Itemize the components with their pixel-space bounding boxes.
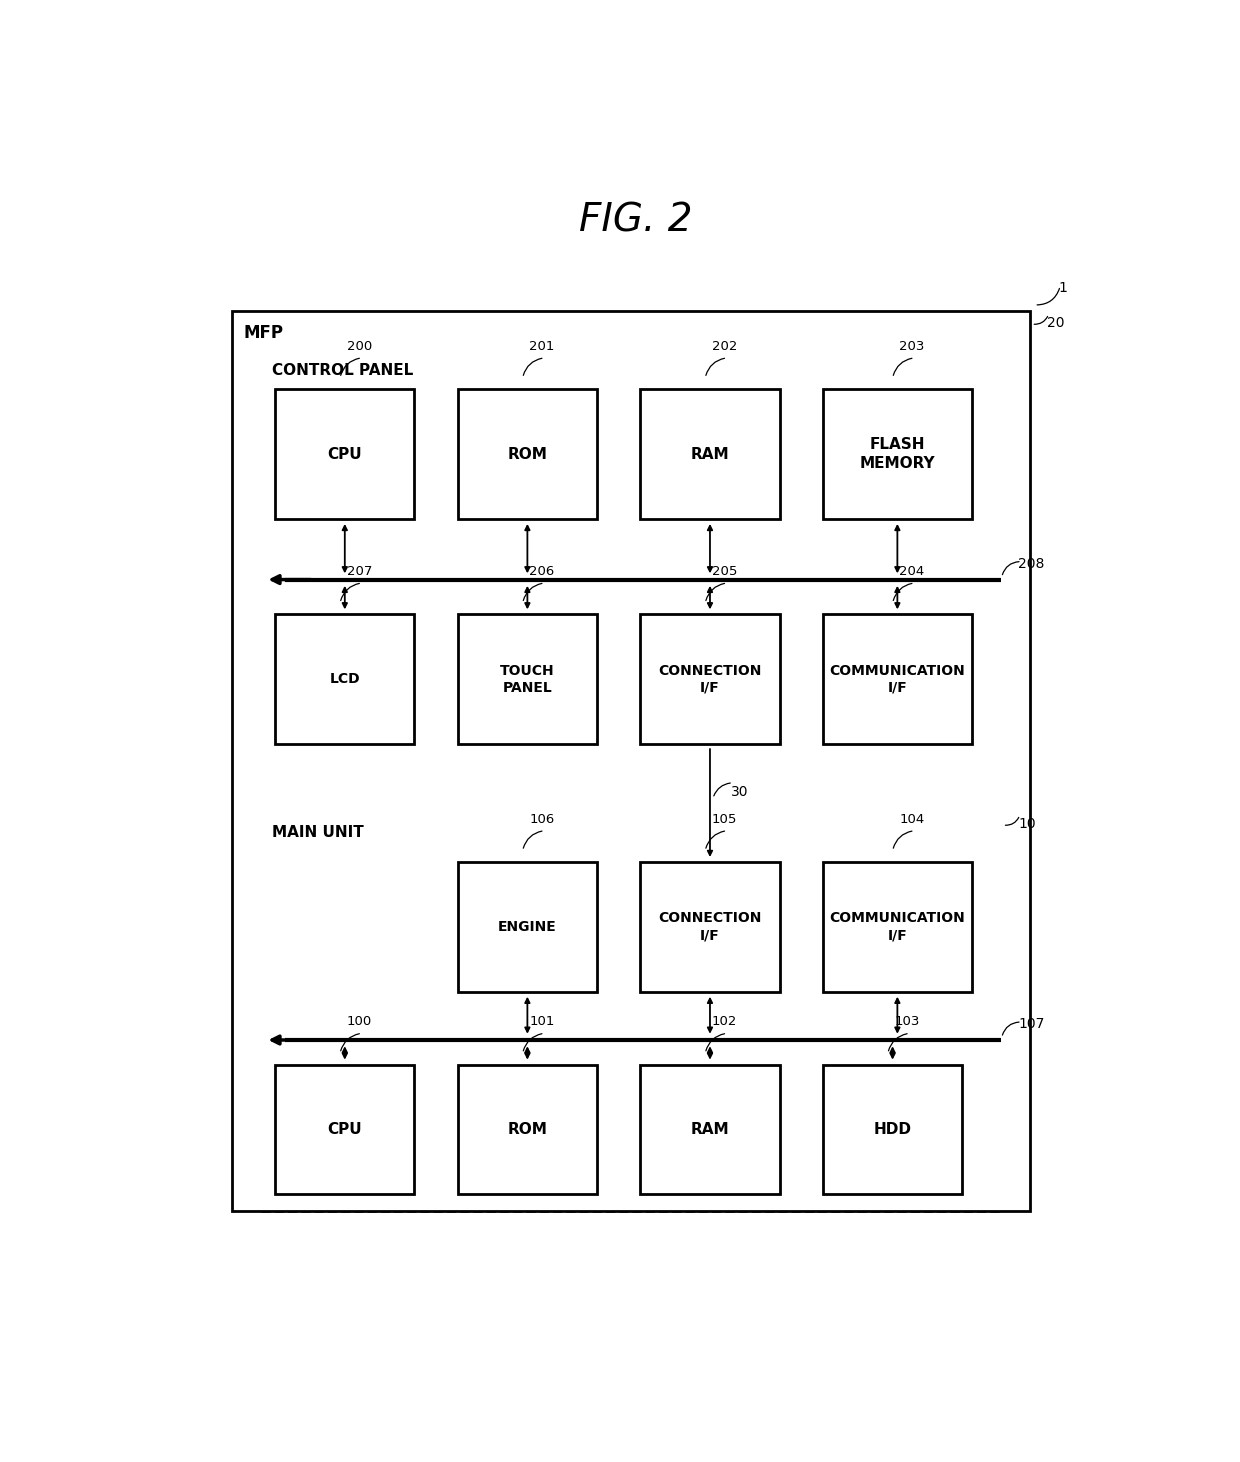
Text: LCD: LCD [330, 673, 360, 686]
Text: 207: 207 [346, 566, 372, 577]
Bar [640, 863, 780, 991]
Text: CONNECTION
I/F: CONNECTION I/F [658, 911, 761, 943]
Text: ENGINE: ENGINE [498, 920, 557, 934]
Text: CONNECTION
I/F: CONNECTION I/F [658, 664, 761, 694]
Bar [458, 614, 596, 744]
Text: MAIN UNIT: MAIN UNIT [273, 825, 365, 841]
Text: 203: 203 [899, 341, 925, 352]
Text: 201: 201 [529, 341, 554, 352]
Text: 102: 102 [712, 1016, 737, 1028]
Text: 103: 103 [894, 1016, 920, 1028]
Bar [458, 863, 596, 991]
Bar [232, 310, 1029, 1211]
Text: 100: 100 [347, 1016, 372, 1028]
Text: COMMUNICATION
I/F: COMMUNICATION I/F [830, 664, 965, 694]
Bar [640, 389, 780, 519]
Bar [260, 349, 1001, 784]
Bar [260, 811, 1001, 1211]
Bar [275, 1064, 414, 1194]
Text: 107: 107 [1018, 1018, 1044, 1031]
Bar [823, 1064, 962, 1194]
Text: 30: 30 [732, 785, 749, 798]
Text: FLASH
MEMORY: FLASH MEMORY [859, 437, 935, 471]
Text: 1: 1 [1059, 281, 1068, 295]
Text: TOUCH
PANEL: TOUCH PANEL [500, 664, 554, 694]
Text: 204: 204 [899, 566, 924, 577]
Text: CPU: CPU [327, 1121, 362, 1137]
Text: 104: 104 [899, 813, 924, 826]
Text: COMMUNICATION
I/F: COMMUNICATION I/F [830, 911, 965, 943]
Text: 206: 206 [529, 566, 554, 577]
Text: 20: 20 [1047, 316, 1064, 330]
Text: 205: 205 [712, 566, 737, 577]
Text: 200: 200 [347, 341, 372, 352]
Bar [823, 614, 972, 744]
Text: ROM: ROM [507, 1121, 547, 1137]
Text: 101: 101 [529, 1016, 554, 1028]
Bar [458, 389, 596, 519]
Text: 105: 105 [712, 813, 737, 826]
Text: 202: 202 [712, 341, 737, 352]
Text: MFP: MFP [243, 325, 284, 342]
Text: CPU: CPU [327, 446, 362, 462]
Text: HDD: HDD [873, 1121, 911, 1137]
Bar [458, 1064, 596, 1194]
Text: RAM: RAM [691, 1121, 729, 1137]
Bar [275, 614, 414, 744]
Text: FIG. 2: FIG. 2 [579, 202, 692, 240]
Bar [640, 1064, 780, 1194]
Text: RAM: RAM [691, 446, 729, 462]
Bar [640, 614, 780, 744]
Bar [275, 389, 414, 519]
Text: 10: 10 [1018, 817, 1035, 830]
Bar [823, 389, 972, 519]
Text: 106: 106 [529, 813, 554, 826]
Text: 208: 208 [1018, 557, 1044, 570]
Text: CONTROL PANEL: CONTROL PANEL [273, 364, 413, 379]
Text: ROM: ROM [507, 446, 547, 462]
Bar [823, 863, 972, 991]
